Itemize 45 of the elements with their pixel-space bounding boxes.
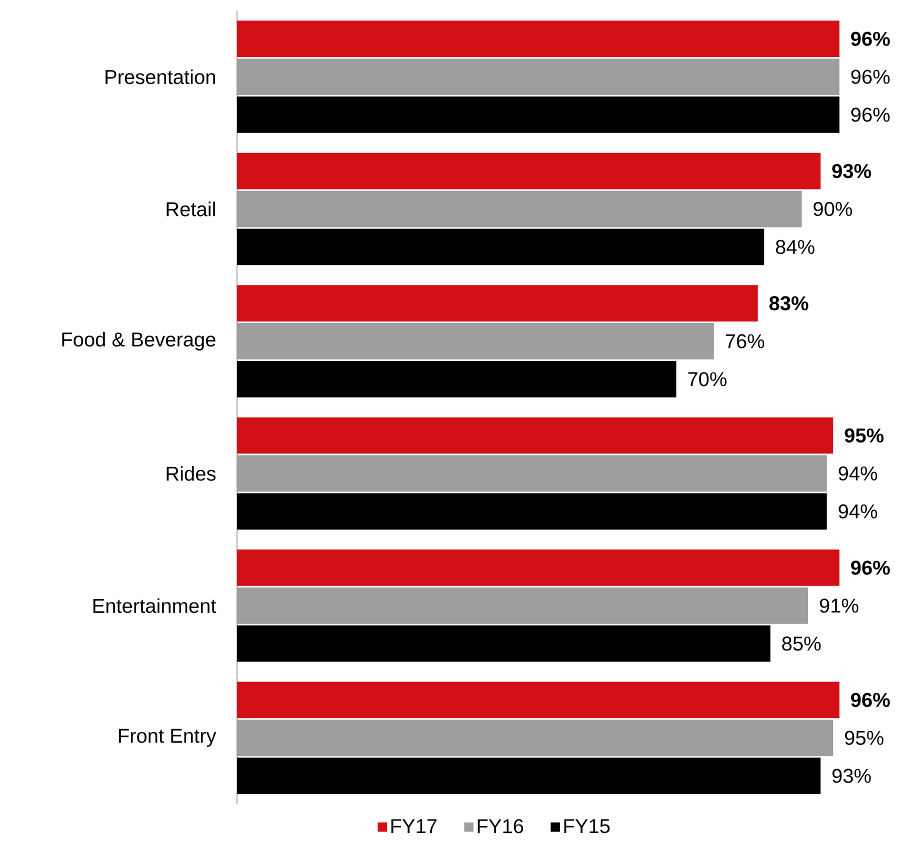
bar — [237, 417, 834, 454]
bar — [237, 455, 827, 492]
bar — [237, 360, 676, 398]
bar — [237, 550, 840, 586]
data-label: 94% — [838, 466, 878, 481]
bar — [237, 493, 827, 530]
data-label: 96% — [851, 32, 890, 46]
legend-label: FY15 — [564, 819, 610, 834]
data-label: 96% — [851, 108, 890, 122]
data-label: 91% — [820, 598, 858, 613]
legend-label: FY17 — [391, 819, 437, 833]
data-label: 93% — [832, 768, 871, 783]
bar — [237, 58, 840, 95]
y-tick-label: Front Entry — [119, 728, 216, 747]
data-label: 85% — [782, 636, 821, 651]
bar — [237, 20, 840, 58]
y-tick-label: Retail — [166, 202, 215, 216]
data-label: 96% — [851, 560, 890, 575]
data-label: 90% — [814, 202, 852, 216]
data-label: 84% — [776, 240, 814, 254]
bar — [237, 285, 758, 322]
legend-label: FY16 — [478, 819, 524, 834]
bar — [237, 96, 840, 133]
bar — [237, 720, 834, 756]
bar — [237, 228, 764, 266]
data-label: 95% — [844, 428, 884, 443]
bar — [237, 587, 808, 624]
data-label: 96% — [851, 70, 890, 84]
bar — [237, 758, 821, 794]
bar — [237, 625, 770, 662]
bar — [237, 152, 821, 190]
data-label: 93% — [832, 164, 872, 178]
bar — [237, 323, 714, 360]
y-tick-label: Presentation — [106, 69, 215, 84]
data-label: 83% — [769, 296, 808, 310]
y-tick-label: Entertainment — [93, 598, 216, 614]
data-label: 70% — [688, 372, 726, 386]
y-tick-label: Rides — [166, 466, 216, 481]
data-label: 95% — [845, 730, 884, 745]
bar — [237, 190, 802, 228]
data-label: 76% — [726, 334, 764, 348]
data-label: 94% — [838, 504, 878, 518]
y-tick-label: Food & Beverage — [62, 332, 216, 351]
data-label: 96% — [851, 692, 890, 708]
bar — [237, 682, 840, 718]
